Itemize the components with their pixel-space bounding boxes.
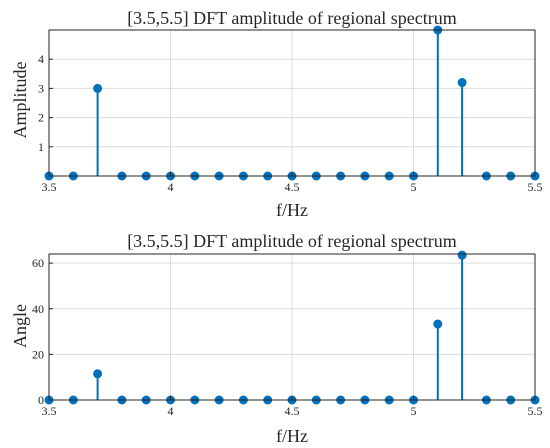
amplitude-x-tick-label: 5: [411, 180, 417, 194]
amplitude-y-tick-label: 3: [38, 81, 44, 95]
amplitude-x-tick-label: 3.5: [42, 180, 57, 194]
amplitude-stem-marker: [93, 83, 103, 93]
amplitude-stem-marker: [457, 78, 467, 88]
amplitude-x-label: f/Hz: [276, 200, 308, 220]
angle-title: [3.5,5.5] DFT amplitude of regional spec…: [127, 231, 457, 251]
angle-x-tick-label: 4.5: [285, 404, 300, 418]
amplitude-panel: [3.5,5.5] DFT amplitude of regional spec…: [10, 8, 543, 220]
amplitude-x-tick-label: 4.5: [285, 180, 300, 194]
angle-y-tick-label: 40: [32, 302, 44, 316]
angle-y-tick-label: 60: [32, 256, 44, 270]
angle-stem-marker: [93, 369, 103, 379]
angle-x-tick-label: 5: [411, 404, 417, 418]
amplitude-title: [3.5,5.5] DFT amplitude of regional spec…: [127, 8, 457, 28]
amplitude-y-tick-label: 1: [38, 140, 44, 154]
amplitude-y-tick-label: 2: [38, 111, 44, 125]
amplitude-x-tick-label: 4: [168, 180, 174, 194]
angle-x-tick-label: 5.5: [528, 404, 543, 418]
amplitude-y-tick-label: 4: [38, 52, 44, 66]
angle-stem-marker: [457, 250, 467, 260]
angle-panel: [3.5,5.5] DFT amplitude of regional spec…: [10, 231, 543, 446]
angle-y-label: Angle: [10, 304, 30, 348]
angle-x-label: f/Hz: [276, 426, 308, 446]
angle-y-tick-label: 0: [38, 393, 44, 407]
angle-y-tick-label: 20: [32, 347, 44, 361]
angle-x-tick-label: 3.5: [42, 404, 57, 418]
angle-x-tick-label: 4: [168, 404, 174, 418]
amplitude-y-label: Amplitude: [10, 61, 30, 138]
amplitude-x-tick-label: 5.5: [528, 180, 543, 194]
angle-stem-marker: [433, 319, 443, 329]
